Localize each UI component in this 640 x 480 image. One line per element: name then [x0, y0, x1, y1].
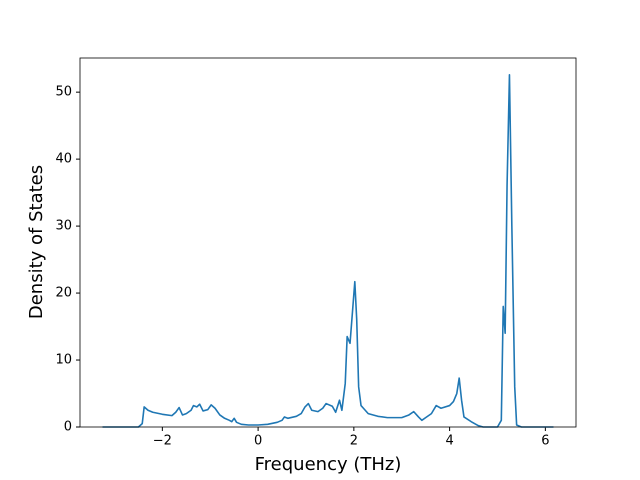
x-tick-label: 6 — [541, 434, 549, 449]
x-axis-label: Frequency (THz) — [255, 454, 402, 475]
y-axis-label: Density of States — [26, 165, 47, 319]
x-tick-label: 0 — [254, 434, 262, 449]
y-tick-label: 30 — [55, 219, 72, 234]
x-tick-label: 2 — [350, 434, 358, 449]
x-tick-label: −2 — [153, 434, 172, 449]
y-tick-label: 40 — [55, 152, 72, 167]
y-tick-label: 20 — [55, 286, 72, 301]
y-tick-label: 50 — [55, 85, 72, 100]
y-tick-label: 10 — [55, 353, 72, 368]
x-tick-label: 4 — [445, 434, 453, 449]
data-line — [102, 73, 554, 428]
plot-frame — [79, 57, 577, 428]
y-tick-label: 0 — [64, 420, 72, 435]
